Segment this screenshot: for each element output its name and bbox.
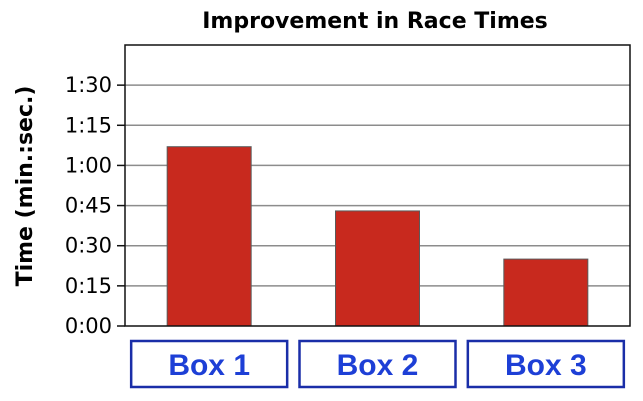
y-axis-label: Time (min.:sec.): [13, 86, 38, 287]
y-tick-labels: 0:00 0:15 0:30 0:45 1:00 1:15 1:30: [65, 73, 125, 338]
bar-box-2: [335, 210, 420, 327]
x-tick-label: Box 3: [505, 349, 587, 382]
plot-frame: [124, 44, 631, 327]
y-tick-label: 0:15: [65, 274, 112, 298]
x-tick-label: Box 1: [168, 349, 250, 382]
y-tick-label: 0:30: [65, 234, 112, 258]
category-labels: Box 1 Box 2 Box 3: [129, 339, 626, 389]
bar-box-1: [166, 146, 252, 327]
category-box: [466, 339, 626, 389]
y-tick-label: 1:30: [65, 73, 112, 97]
category-box: [129, 339, 289, 389]
y-tick-label: 1:00: [65, 153, 112, 177]
y-tick-label: 1:15: [65, 113, 112, 137]
y-tick-label: 0:45: [65, 194, 112, 218]
category-box: [298, 339, 457, 389]
chart-title: Improvement in Race Times: [202, 9, 548, 34]
x-tick-label: Box 2: [337, 349, 419, 382]
bar-box-3: [503, 258, 589, 327]
bars: [166, 146, 589, 327]
y-tick-label: 0:00: [65, 314, 112, 338]
